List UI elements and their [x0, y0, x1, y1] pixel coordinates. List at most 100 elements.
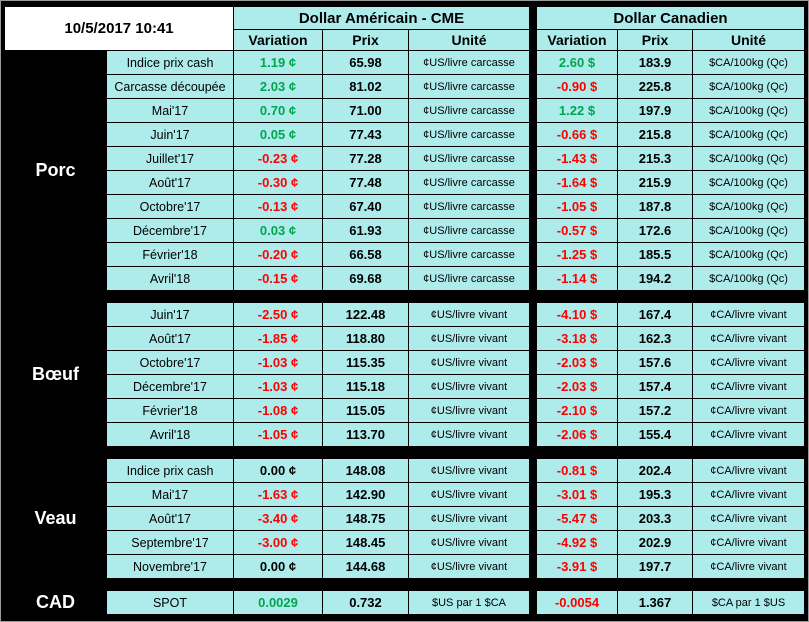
us-price-value: 115.05	[323, 399, 408, 422]
us-unit-label: ¢US/livre carcasse	[409, 51, 529, 74]
section-label: CAD	[5, 591, 106, 614]
us-unit-label: $US par 1 $CA	[409, 591, 529, 614]
ca-variation-value: -1.43 $	[537, 147, 617, 170]
row-label: Avril'18	[107, 423, 233, 446]
column-divider	[530, 507, 536, 530]
ca-unit-label: ¢CA/livre vivant	[693, 399, 804, 422]
ca-unit-label: $CA/100kg (Qc)	[693, 147, 804, 170]
us-variation-value: 0.0029	[234, 591, 322, 614]
ca-variation-value: -2.06 $	[537, 423, 617, 446]
column-divider	[530, 327, 536, 350]
us-price-value: 144.68	[323, 555, 408, 578]
ca-price-value: 215.3	[618, 147, 692, 170]
ca-unit-label: ¢CA/livre vivant	[693, 459, 804, 482]
us-price-value: 115.35	[323, 351, 408, 374]
ca-unit-label: ¢CA/livre vivant	[693, 483, 804, 506]
ca-price-value: 155.4	[618, 423, 692, 446]
us-unit-label: ¢US/livre vivant	[409, 531, 529, 554]
ca-unit-label: ¢CA/livre vivant	[693, 423, 804, 446]
us-price-value: 69.68	[323, 267, 408, 290]
timestamp: 10/5/2017 10:41	[5, 7, 233, 50]
section-label: Bœuf	[5, 303, 106, 446]
row-label: Juillet'17	[107, 147, 233, 170]
us-prix-header: Prix	[323, 30, 408, 50]
section-gap	[5, 447, 804, 458]
ca-variation-value: -2.03 $	[537, 351, 617, 374]
us-price-value: 148.08	[323, 459, 408, 482]
ca-variation-value: -0.57 $	[537, 219, 617, 242]
column-divider	[530, 99, 536, 122]
us-price-value: 81.02	[323, 75, 408, 98]
ca-unit-label: ¢CA/livre vivant	[693, 351, 804, 374]
ca-variation-value: -3.91 $	[537, 555, 617, 578]
us-unit-label: ¢US/livre carcasse	[409, 243, 529, 266]
us-unit-label: ¢US/livre carcasse	[409, 195, 529, 218]
row-label: Février'18	[107, 399, 233, 422]
column-divider	[530, 399, 536, 422]
us-unit-label: ¢US/livre vivant	[409, 555, 529, 578]
column-divider	[530, 7, 536, 29]
us-variation-value: 1.19 ¢	[234, 51, 322, 74]
ca-variation-value: -2.10 $	[537, 399, 617, 422]
us-unit-label: ¢US/livre carcasse	[409, 219, 529, 242]
us-price-value: 77.43	[323, 123, 408, 146]
row-label: Décembre'17	[107, 375, 233, 398]
ca-variation-value: -0.90 $	[537, 75, 617, 98]
ca-variation-header: Variation	[537, 30, 617, 50]
column-divider	[530, 243, 536, 266]
ca-variation-value: -0.81 $	[537, 459, 617, 482]
ca-price-value: 203.3	[618, 507, 692, 530]
ca-price-value: 215.9	[618, 171, 692, 194]
us-unit-label: ¢US/livre vivant	[409, 423, 529, 446]
us-unit-label: ¢US/livre carcasse	[409, 99, 529, 122]
us-variation-value: -1.05 ¢	[234, 423, 322, 446]
us-price-value: 77.28	[323, 147, 408, 170]
column-divider	[530, 30, 536, 50]
us-price-value: 77.48	[323, 171, 408, 194]
column-divider	[530, 351, 536, 374]
ca-variation-value: -1.14 $	[537, 267, 617, 290]
us-unit-label: ¢US/livre vivant	[409, 303, 529, 326]
column-divider	[530, 219, 536, 242]
us-dollar-title: Dollar Américain - CME	[234, 7, 529, 29]
ca-price-value: 225.8	[618, 75, 692, 98]
us-unit-label: ¢US/livre carcasse	[409, 147, 529, 170]
us-unit-label: ¢US/livre vivant	[409, 459, 529, 482]
row-label: Août'17	[107, 171, 233, 194]
ca-price-value: 197.7	[618, 555, 692, 578]
row-label: Décembre'17	[107, 219, 233, 242]
ca-variation-value: -0.0054	[537, 591, 617, 614]
ca-price-value: 197.9	[618, 99, 692, 122]
ca-unit-label: $CA/100kg (Qc)	[693, 123, 804, 146]
us-variation-value: -0.30 ¢	[234, 171, 322, 194]
ca-unit-label: ¢CA/livre vivant	[693, 303, 804, 326]
ca-price-value: 157.2	[618, 399, 692, 422]
ca-price-value: 172.6	[618, 219, 692, 242]
ca-price-value: 195.3	[618, 483, 692, 506]
ca-unit-label: $CA/100kg (Qc)	[693, 99, 804, 122]
us-variation-value: -3.40 ¢	[234, 507, 322, 530]
row-label: SPOT	[107, 591, 233, 614]
row-label: Août'17	[107, 507, 233, 530]
row-label: Indice prix cash	[107, 51, 233, 74]
ca-variation-value: -4.10 $	[537, 303, 617, 326]
ca-dollar-title: Dollar Canadien	[537, 7, 804, 29]
us-unit-label: ¢US/livre carcasse	[409, 75, 529, 98]
ca-unite-header: Unité	[693, 30, 804, 50]
ca-unit-label: $CA/100kg (Qc)	[693, 243, 804, 266]
us-variation-value: 2.03 ¢	[234, 75, 322, 98]
us-price-value: 148.45	[323, 531, 408, 554]
row-label: Mai'17	[107, 99, 233, 122]
ca-variation-value: -3.18 $	[537, 327, 617, 350]
ca-variation-value: -1.05 $	[537, 195, 617, 218]
row-label: Octobre'17	[107, 351, 233, 374]
ca-unit-label: $CA/100kg (Qc)	[693, 267, 804, 290]
ca-variation-value: -0.66 $	[537, 123, 617, 146]
us-variation-value: 0.70 ¢	[234, 99, 322, 122]
row-label: Mai'17	[107, 483, 233, 506]
ca-variation-value: -5.47 $	[537, 507, 617, 530]
us-price-value: 113.70	[323, 423, 408, 446]
ca-unit-label: $CA/100kg (Qc)	[693, 51, 804, 74]
ca-variation-value: -4.92 $	[537, 531, 617, 554]
us-unit-label: ¢US/livre vivant	[409, 399, 529, 422]
